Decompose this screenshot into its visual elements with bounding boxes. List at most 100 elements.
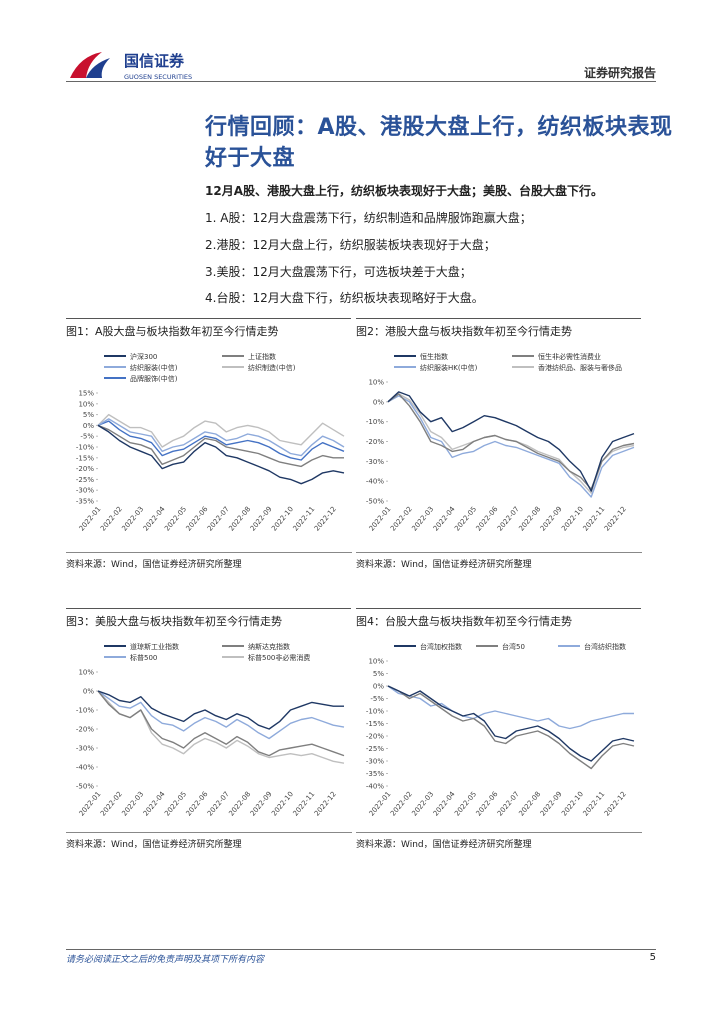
- y-tick-label: -10%: [366, 708, 384, 716]
- y-tick-label: 5%: [83, 411, 94, 419]
- report-type: 证券研究报告: [583, 66, 656, 80]
- y-tick-label: -20%: [366, 438, 384, 446]
- y-tick-label: -20%: [366, 733, 384, 741]
- figure-title: 图3：美股大盘与板块指数年初至今行情走势: [66, 608, 351, 629]
- y-tick-label: -25%: [366, 745, 384, 753]
- legend-label: 上证指数: [248, 352, 276, 361]
- y-tick-label: 0%: [83, 422, 94, 430]
- figure-rule: [356, 552, 642, 553]
- figure-title: 图2：港股大盘与板块指数年初至今行情走势: [356, 318, 641, 339]
- legend-label: 台湾加权指数: [420, 642, 462, 651]
- legend-label: 沪深300: [130, 352, 157, 361]
- series-line: [97, 413, 345, 448]
- series-line: [97, 418, 345, 457]
- figure-title: 图4：台股大盘与板块指数年初至今行情走势: [356, 608, 641, 629]
- logo: 国信证券 GUOSEN SECURITIES: [70, 52, 192, 81]
- series-line: [97, 424, 345, 485]
- y-tick-label: -35%: [366, 770, 384, 778]
- y-tick-label: 0%: [373, 683, 384, 691]
- series-line: [387, 395, 635, 498]
- figure-rule: [66, 552, 352, 553]
- y-tick-label: -15%: [366, 720, 384, 728]
- y-tick-label: -25%: [76, 476, 94, 484]
- y-tick-label: -5%: [80, 433, 94, 441]
- logo-text: 国信证券: [124, 52, 185, 70]
- y-tick-label: -20%: [76, 726, 94, 734]
- y-tick-label: -30%: [366, 758, 384, 766]
- point: 4.台股：12月大盘下行，纺织板块表现略好于大盘。: [205, 291, 484, 305]
- point: 3.美股：12月大盘震荡下行，可选板块差于大盘；: [205, 265, 472, 279]
- chart: 台湾加权指数 台湾50 台湾纺织指数 -40% -35% -30% -25% -20% -15%…: [366, 642, 635, 818]
- y-tick-label: 0%: [373, 398, 384, 406]
- figure-source: 资料来源：Wind，国信证券经济研究所整理: [66, 840, 242, 850]
- disclaimer: 请务必阅读正文之后的免责声明及其项下所有内容: [66, 955, 265, 965]
- summary: 12月A股、港股大盘上行，纺织板块表现好于大盘；美股、台股大盘下行。: [205, 184, 603, 198]
- legend-label: 香港纺织品、服装与奢侈品: [538, 363, 622, 372]
- series-line: [387, 685, 634, 730]
- series-line: [97, 424, 344, 468]
- y-tick-label: -40%: [366, 478, 384, 486]
- x-tick-label: 2022-12: [603, 790, 628, 818]
- y-tick-label: -10%: [76, 444, 94, 452]
- series-line: [97, 690, 345, 764]
- legend-label: 恒生非必需性消费业: [538, 352, 601, 361]
- y-tick-label: 10%: [368, 658, 384, 666]
- logo-mark: [70, 52, 102, 78]
- y-tick-label: -50%: [76, 783, 94, 791]
- header-rule: [66, 81, 656, 82]
- legend-label: 品牌服饰(中信): [130, 374, 178, 383]
- y-tick-label: 10%: [78, 400, 94, 408]
- legend-label: 标普500: [130, 653, 157, 662]
- y-tick-label: -35%: [76, 498, 94, 506]
- logo-subtext: GUOSEN SECURITIES: [124, 73, 192, 81]
- y-tick-label: -5%: [370, 695, 384, 703]
- legend-label: 纺织服装(中信): [130, 363, 178, 372]
- figure-source: 资料来源：Wind，国信证券经济研究所整理: [356, 560, 532, 570]
- point: 1. A股：12月大盘震荡下行，纺织制造和品牌服饰跑赢大盘；: [205, 211, 532, 225]
- point: 2.港股：12月大盘上行，纺织服装板块表现好于大盘；: [205, 238, 496, 252]
- series-line: [97, 690, 344, 730]
- x-tick-label: 2022-12: [313, 505, 338, 533]
- y-tick-label: -10%: [76, 707, 94, 715]
- figure-source: 资料来源：Wind，国信证券经济研究所整理: [356, 840, 532, 850]
- y-tick-label: 5%: [373, 670, 384, 678]
- series-line: [97, 690, 345, 757]
- y-tick-label: 10%: [78, 669, 94, 677]
- y-tick-label: -30%: [366, 458, 384, 466]
- legend-label: 纺织服装HK(中信): [420, 363, 478, 372]
- y-tick-label: -50%: [366, 498, 384, 506]
- y-tick-label: -30%: [76, 487, 94, 495]
- figure-source: 资料来源：Wind，国信证券经济研究所整理: [66, 560, 242, 570]
- y-tick-label: 10%: [368, 379, 384, 387]
- series-line: [387, 685, 635, 770]
- series-line: [387, 393, 635, 494]
- legend-label: 纺织制造(中信): [248, 363, 296, 372]
- legend-label: 台湾50: [502, 642, 525, 651]
- legend-label: 标普500非必需消费: [248, 653, 310, 662]
- series-line: [387, 391, 635, 492]
- legend-label: 纳斯达克指数: [248, 642, 290, 651]
- page-number: 5: [649, 952, 656, 963]
- series-line: [97, 420, 345, 461]
- y-tick-label: -30%: [76, 745, 94, 753]
- y-tick-label: -15%: [76, 454, 94, 462]
- logo-mark: [86, 58, 110, 78]
- figure-title: 图1：A股大盘与板块指数年初至今行情走势: [66, 318, 351, 339]
- legend-label: 台湾纺织指数: [584, 642, 626, 651]
- x-tick-label: 2022-12: [313, 790, 338, 818]
- y-tick-label: -20%: [76, 465, 94, 473]
- y-tick-label: -40%: [366, 783, 384, 791]
- y-tick-label: 15%: [78, 390, 94, 398]
- legend-label: 恒生指数: [420, 352, 448, 361]
- figure-rule: [356, 832, 642, 833]
- legend-label: 道琼斯工业指数: [130, 642, 179, 651]
- y-tick-label: -40%: [76, 764, 94, 772]
- series-line: [97, 690, 345, 740]
- series-line: [387, 685, 635, 762]
- footer-rule: [66, 949, 656, 950]
- x-tick-label: 2022-12: [603, 505, 628, 533]
- y-tick-label: -10%: [366, 418, 384, 426]
